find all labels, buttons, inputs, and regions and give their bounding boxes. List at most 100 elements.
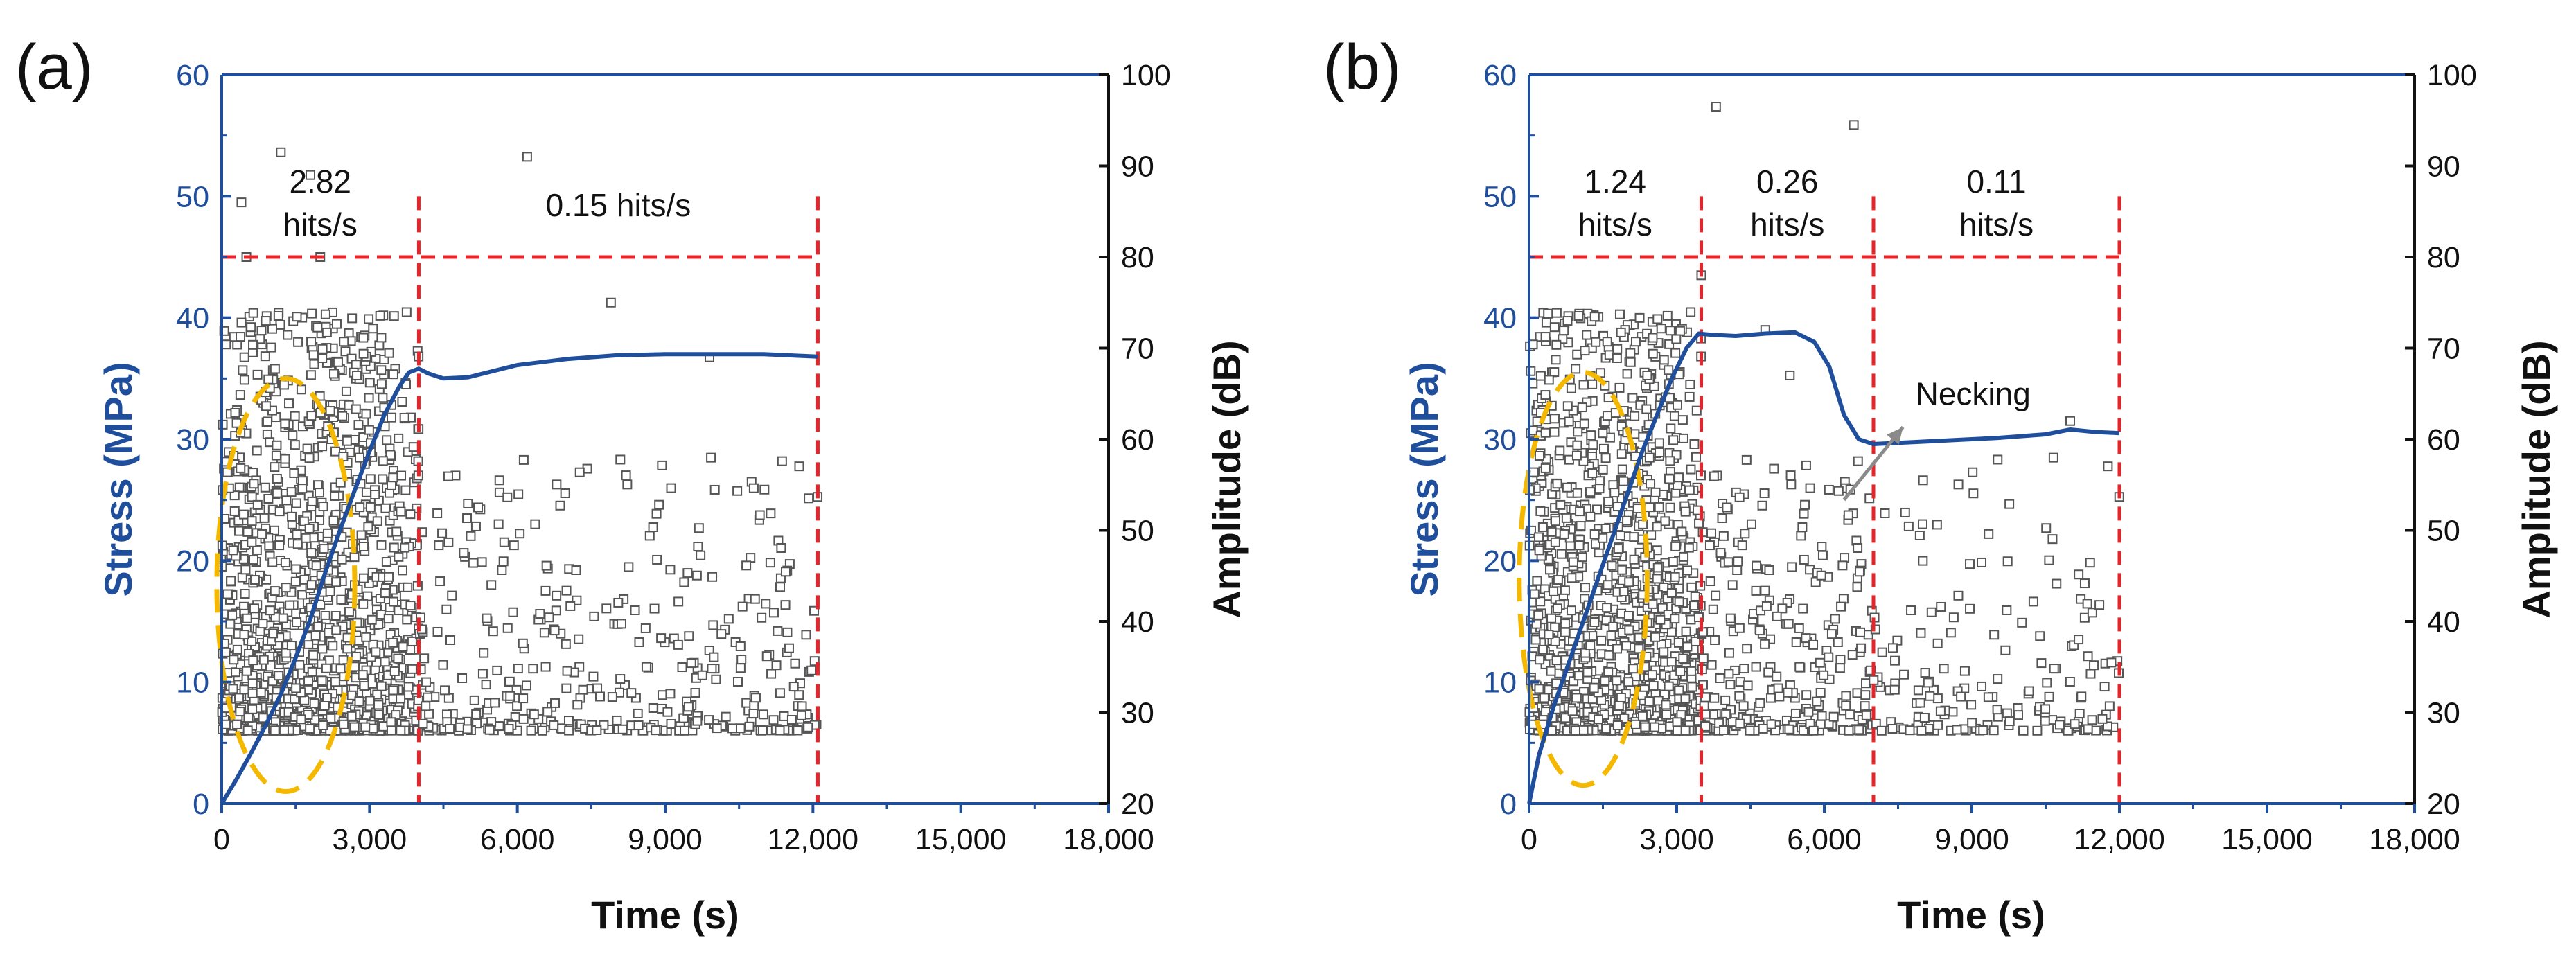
scatter-point bbox=[419, 653, 430, 664]
scatter-point bbox=[1723, 557, 1733, 567]
scatter-point bbox=[1623, 677, 1634, 687]
scatter-point bbox=[1977, 557, 1987, 567]
scatter-point bbox=[352, 370, 362, 380]
scatter-point bbox=[400, 485, 411, 495]
scatter-point bbox=[473, 502, 483, 513]
scatter-point bbox=[1785, 470, 1796, 481]
scatter-point bbox=[1600, 523, 1611, 533]
scatter-point bbox=[432, 508, 443, 518]
scatter-point bbox=[340, 346, 351, 357]
scatter-point bbox=[337, 411, 348, 421]
scatter-point bbox=[526, 725, 536, 736]
scatter-point bbox=[1959, 666, 1970, 676]
scatter-point bbox=[459, 548, 469, 558]
scatter-point bbox=[286, 487, 297, 497]
scatter-point bbox=[236, 197, 247, 208]
scatter-point bbox=[562, 666, 572, 676]
scatter-point bbox=[1529, 589, 1540, 599]
scatter-point bbox=[1539, 693, 1549, 703]
scatter-point bbox=[768, 608, 779, 618]
scatter-point bbox=[293, 337, 303, 347]
scatter-point bbox=[248, 339, 258, 350]
scatter-point bbox=[272, 488, 282, 498]
scatter-point bbox=[1741, 454, 1752, 465]
scatter-point bbox=[1711, 102, 1721, 112]
scatter-point bbox=[1666, 423, 1676, 434]
scatter-point bbox=[1698, 653, 1709, 664]
scatter-point bbox=[315, 488, 325, 498]
scatter-point bbox=[292, 539, 303, 549]
scatter-point bbox=[1668, 557, 1678, 567]
scatter-point bbox=[1685, 379, 1695, 389]
scatter-point bbox=[757, 612, 767, 623]
scatter-point bbox=[447, 590, 457, 601]
scatter-point bbox=[1553, 603, 1563, 614]
scatter-point bbox=[1572, 440, 1582, 450]
scatter-point bbox=[385, 450, 396, 460]
scatter-point bbox=[304, 523, 315, 533]
scatter-point bbox=[378, 474, 388, 484]
scatter-point bbox=[272, 440, 282, 450]
scatter-point bbox=[630, 605, 640, 615]
scatter-point bbox=[1684, 542, 1694, 553]
scatter-point bbox=[1602, 411, 1612, 421]
scatter-point bbox=[1661, 709, 1672, 720]
scatter-point bbox=[574, 467, 585, 477]
scatter-point bbox=[1926, 607, 1937, 617]
scatter-point bbox=[312, 322, 323, 333]
scatter-point bbox=[1745, 725, 1755, 736]
scatter-point bbox=[1589, 529, 1600, 540]
scatter-point bbox=[307, 496, 317, 506]
scatter-point bbox=[518, 454, 529, 465]
scatter-point bbox=[1604, 650, 1614, 660]
scatter-point bbox=[1680, 506, 1691, 517]
scatter-point bbox=[319, 544, 329, 554]
hit-rate-line: 2.82 bbox=[289, 163, 351, 200]
scatter-point bbox=[330, 446, 341, 457]
scatter-point bbox=[2089, 660, 2099, 671]
scatter-point bbox=[342, 644, 353, 654]
hit-rate-line: hits/s bbox=[1959, 206, 2034, 242]
scatter-point bbox=[280, 418, 290, 429]
scatter-point bbox=[746, 553, 756, 563]
scatter-point bbox=[1614, 700, 1624, 711]
scatter-point bbox=[248, 308, 258, 318]
scatter-point bbox=[1681, 626, 1691, 637]
scatter-point bbox=[299, 574, 310, 585]
scatter-point bbox=[1634, 312, 1645, 323]
scatter-point bbox=[222, 589, 233, 599]
scatter-point bbox=[1664, 365, 1674, 375]
scatter-point bbox=[761, 651, 772, 662]
scatter-point bbox=[462, 513, 473, 524]
scatter-point bbox=[239, 509, 249, 520]
scatter-point bbox=[355, 452, 365, 463]
scatter-point bbox=[229, 655, 239, 665]
scatter-point bbox=[612, 715, 622, 725]
scatter-point bbox=[261, 401, 271, 411]
scatter-point bbox=[1612, 344, 1623, 354]
scatter-point bbox=[388, 596, 398, 607]
scatter-point bbox=[396, 470, 407, 481]
scatter-point bbox=[236, 332, 246, 342]
scatter-point bbox=[291, 564, 301, 574]
scatter-point bbox=[382, 435, 392, 445]
scatter-point bbox=[243, 713, 254, 723]
scatter-point bbox=[1861, 678, 1871, 689]
scatter-point bbox=[270, 586, 280, 596]
scatter-point bbox=[1609, 488, 1620, 498]
scatter-point bbox=[1543, 308, 1553, 319]
scatter-point bbox=[1654, 502, 1664, 512]
scatter-point bbox=[804, 493, 814, 504]
scatter-point bbox=[1528, 467, 1539, 477]
scatter-point bbox=[1844, 725, 1854, 736]
scatter-point bbox=[260, 482, 270, 493]
scatter-point bbox=[1836, 601, 1846, 612]
right-tick-label: 40 bbox=[2427, 605, 2460, 639]
scatter-point bbox=[1644, 696, 1655, 707]
scatter-point bbox=[775, 725, 785, 736]
scatter-point bbox=[607, 692, 617, 702]
scatter-point bbox=[364, 314, 374, 324]
scatter-point bbox=[344, 328, 354, 338]
scatter-point bbox=[1682, 565, 1693, 576]
scatter-point bbox=[2065, 677, 2075, 687]
